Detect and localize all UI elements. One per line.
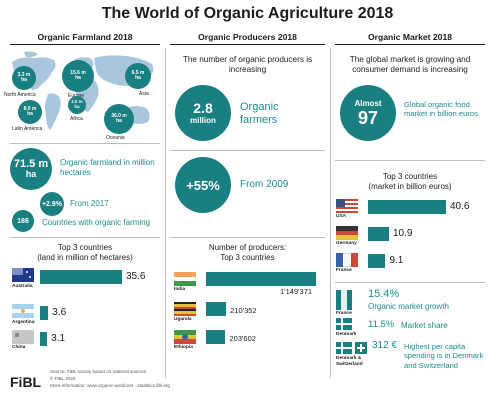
farmland-growth-circle: +2.9% — [40, 192, 64, 216]
market-top-title: Top 3 countries (market in billion euros) — [368, 172, 452, 191]
map-bubble-africa: 2.0 m ha — [68, 96, 86, 114]
market-header: Organic Market 2018 — [367, 32, 453, 42]
market-stat-value: 15.4% — [368, 288, 400, 300]
producers-growth-circle: +55% — [175, 157, 231, 213]
map-label-oceania: Oceania — [106, 135, 125, 141]
producers-value-ethiopia: 203'602 — [229, 334, 256, 343]
china-flag-icon — [12, 330, 34, 344]
divider — [170, 237, 325, 238]
farmland-value-argentina: 3.6 — [52, 307, 67, 318]
market-stat-label: Highest per capita spending is in Denmar… — [404, 342, 484, 370]
producers-country-label: Uganda — [174, 317, 192, 322]
market-country-label: USA — [336, 214, 347, 219]
market-value-germany: 10.9 — [392, 228, 413, 239]
map-bubble-oceania: 36.0 m ha — [104, 104, 134, 134]
producers-bar-ethiopia — [206, 330, 226, 344]
divider — [10, 237, 160, 238]
argentina-flag-icon — [12, 304, 34, 318]
farmland-top-title: Top 3 countries (land in million of hecta… — [37, 243, 133, 262]
farmland-total-circle: 71.5 m ha — [10, 148, 52, 190]
market-bar-germany — [368, 227, 389, 241]
uganda-flag-icon — [174, 302, 196, 316]
market-stat-country: Denmark — [336, 332, 357, 337]
footer-more-info: More information: www.organic-world.net … — [50, 383, 170, 388]
farmland-bar-argentina — [40, 306, 49, 320]
market-stat-country: France — [336, 311, 352, 316]
india-flag-icon — [174, 272, 196, 286]
market-value-usa: 40.6 — [450, 201, 470, 212]
australia-flag-icon — [12, 268, 34, 282]
farmland-total-label: Organic farmland in million hectares — [60, 158, 155, 177]
france-flag-icon — [336, 253, 358, 267]
farmland-value-china: 3.1 — [51, 333, 66, 344]
fibl-logo: FiBL — [10, 374, 42, 390]
map-bubble-asia: 6.5 m ha — [125, 63, 151, 89]
divider — [335, 160, 485, 161]
farmland-country-label: Argentina — [12, 320, 35, 325]
france-flag-icon — [336, 290, 352, 310]
market-bar-usa — [368, 200, 446, 214]
producers-total-label: Organic farmers — [240, 101, 279, 127]
map-label-latin-america: Latin America — [12, 126, 43, 132]
farmland-header: Organic Farmland 2018 — [37, 32, 133, 42]
map-label-asia: Asia — [139, 91, 149, 97]
usa-flag-icon — [336, 199, 358, 213]
farmland-country-label: Australia — [12, 284, 33, 289]
market-stat-value: 312 € — [372, 340, 398, 351]
map-bubble-latin-america: 8.0 m ha — [18, 100, 42, 124]
producers-total-circle: 2.8 million — [175, 85, 231, 141]
market-value-france: 9.1 — [389, 255, 404, 266]
farmland-country-label: China — [12, 345, 26, 350]
ethiopia-flag-icon — [174, 330, 196, 344]
map-bubble-north-america: 3.3 m ha — [12, 66, 36, 90]
column-divider — [165, 48, 166, 378]
producers-bar-uganda — [206, 302, 227, 316]
producers-header: Organic Producers 2018 — [198, 32, 297, 42]
market-stat-label: Organic market growth — [368, 302, 449, 311]
germany-flag-icon — [336, 226, 358, 240]
denmark-flag-icon — [336, 318, 352, 330]
column-divider — [330, 48, 331, 378]
producers-growth-label: From 2009 — [240, 179, 289, 190]
producers-country-label: Ethiopia — [174, 345, 193, 350]
footer-source: Source: FiBL survey based on national so… — [50, 369, 147, 374]
producers-subtitle: The number of organic producers is incre… — [182, 55, 313, 75]
map-label-north-america: North America — [4, 92, 36, 98]
farmland-countries-label: Countries with organic farming — [42, 218, 151, 227]
map-label-africa: Africa — [70, 116, 83, 122]
market-bar-france — [368, 254, 386, 268]
market-total-label: Global organic food market in billion eu… — [404, 100, 478, 119]
footer-copyright: © FiBL 2020 — [50, 376, 76, 381]
page-title: The World of Organic Agriculture 2018 — [101, 5, 394, 22]
producers-value-uganda: 210'352 — [230, 306, 257, 315]
divider — [335, 282, 485, 283]
market-stat-label: Market share — [401, 321, 448, 330]
producers-bar-india — [206, 272, 316, 286]
farmland-value-australia: 35.6 — [126, 271, 146, 282]
denmark-flag-icon — [336, 342, 352, 354]
divider — [170, 150, 325, 151]
farmland-bar-china — [40, 332, 48, 346]
farmland-growth-label: From 2017 — [70, 199, 109, 208]
farmland-header-rule — [10, 44, 160, 45]
market-country-label: France — [336, 268, 352, 273]
market-stat-value: 11.5% — [368, 319, 395, 330]
map-bubble-europe: 15.6 m ha — [62, 60, 94, 92]
divider — [10, 143, 160, 144]
producers-value-india: 1'149'371 — [280, 287, 313, 296]
market-stat-country: Denmark & Switzerland — [336, 356, 363, 367]
farmland-countries-circle: 186 — [12, 210, 34, 232]
switzerland-flag-icon — [355, 342, 367, 354]
producers-top-title: Number of producers: Top 3 countries — [208, 243, 287, 262]
market-subtitle: The global market is growing and consume… — [349, 55, 471, 75]
market-total-circle: Almost 97 — [340, 85, 396, 141]
producers-country-label: India — [174, 287, 186, 292]
market-country-label: Germany — [336, 241, 357, 246]
market-header-rule — [335, 44, 485, 45]
producers-header-rule — [170, 44, 325, 45]
farmland-bar-australia — [40, 270, 122, 284]
